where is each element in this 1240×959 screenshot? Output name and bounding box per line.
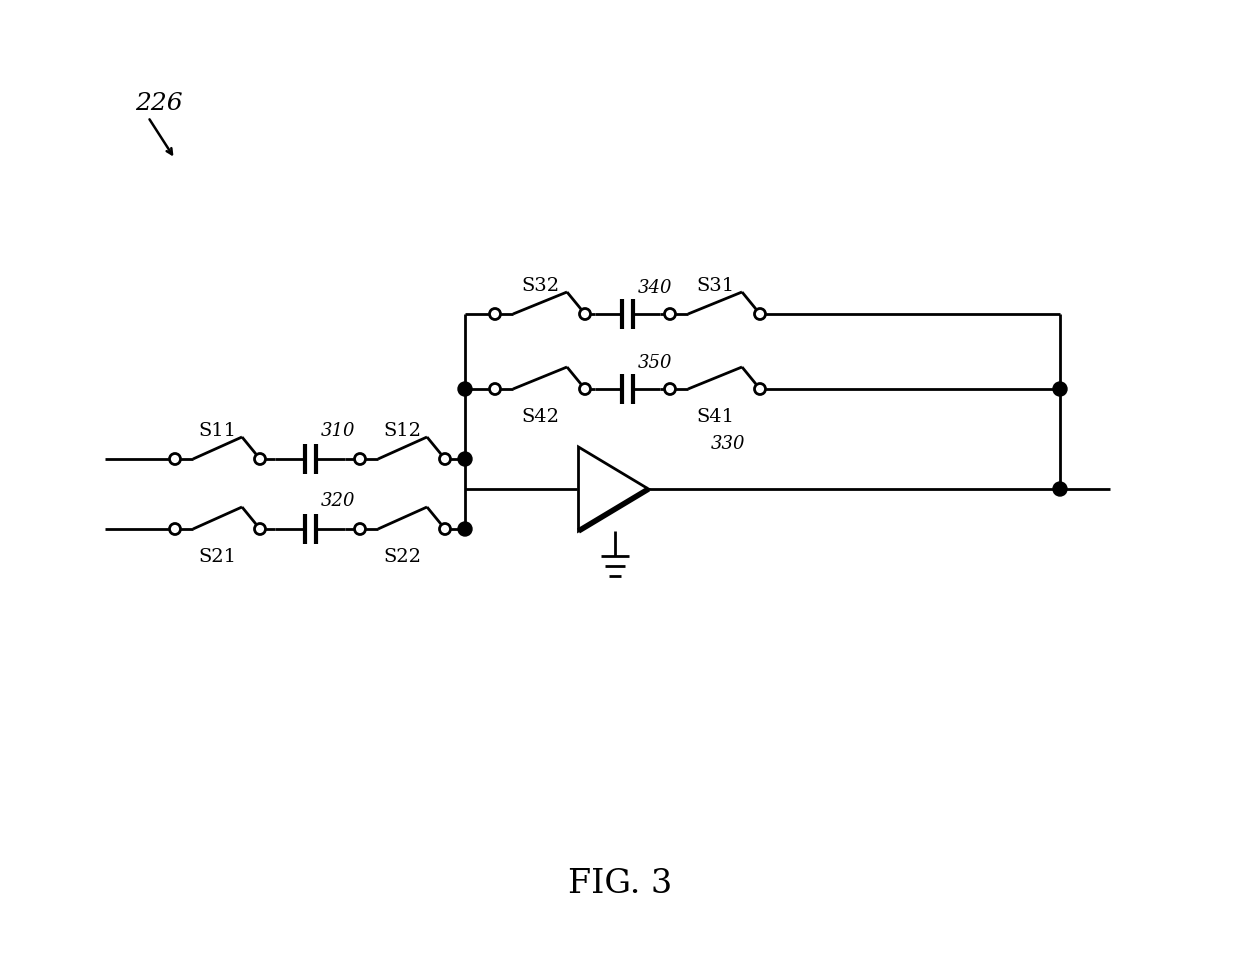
Text: S32: S32 <box>521 277 559 295</box>
Text: 350: 350 <box>639 354 673 372</box>
Text: 226: 226 <box>135 92 182 115</box>
Text: S11: S11 <box>198 422 236 440</box>
Circle shape <box>458 382 472 396</box>
Circle shape <box>665 384 676 394</box>
Circle shape <box>579 309 590 319</box>
Circle shape <box>254 454 265 464</box>
Circle shape <box>490 309 501 319</box>
Circle shape <box>458 452 472 466</box>
Text: S42: S42 <box>521 408 559 426</box>
Circle shape <box>355 454 366 464</box>
Text: 320: 320 <box>321 492 355 510</box>
Text: FIG. 3: FIG. 3 <box>568 868 672 900</box>
Circle shape <box>665 309 676 319</box>
Text: S31: S31 <box>696 277 734 295</box>
Circle shape <box>754 309 765 319</box>
Circle shape <box>490 384 501 394</box>
Circle shape <box>579 384 590 394</box>
Text: S22: S22 <box>383 548 422 566</box>
Text: 340: 340 <box>639 279 673 297</box>
Circle shape <box>1053 382 1066 396</box>
Circle shape <box>1053 482 1066 496</box>
Circle shape <box>439 454 450 464</box>
Circle shape <box>355 524 366 534</box>
Circle shape <box>754 384 765 394</box>
Text: S41: S41 <box>696 408 734 426</box>
Circle shape <box>439 524 450 534</box>
Text: 330: 330 <box>711 435 745 453</box>
Circle shape <box>170 454 181 464</box>
Circle shape <box>458 522 472 536</box>
Text: S21: S21 <box>198 548 236 566</box>
Circle shape <box>254 524 265 534</box>
Circle shape <box>170 524 181 534</box>
Text: S12: S12 <box>383 422 422 440</box>
Text: 310: 310 <box>321 422 355 440</box>
